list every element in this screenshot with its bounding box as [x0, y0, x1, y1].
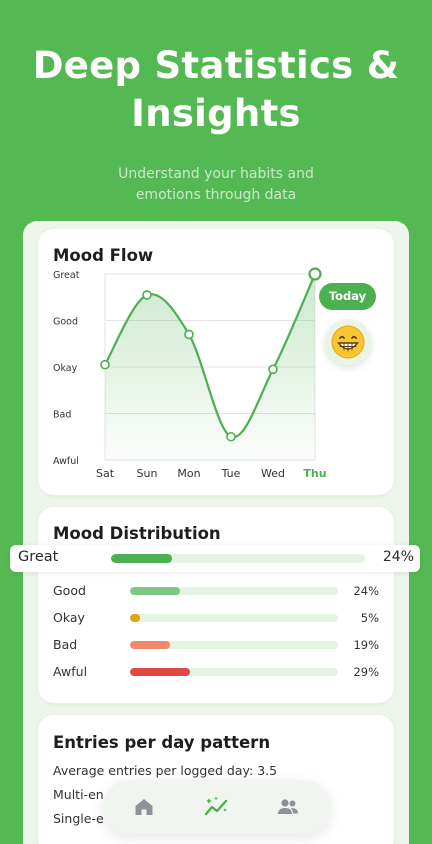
hero-title: Deep Statistics & Insights [0, 42, 432, 138]
y-axis-label: Good [53, 317, 78, 328]
distribution-bar [130, 668, 191, 676]
y-axis-label: Awful [53, 456, 79, 467]
distribution-row-bad: Bad 19% [38, 636, 394, 656]
grinning-face-icon [331, 325, 365, 359]
today-badge: Today [319, 283, 376, 310]
distribution-label: Bad [53, 637, 78, 652]
distribution-bar [130, 614, 141, 622]
distribution-row-awful: Awful 29% [38, 663, 394, 683]
distribution-label: Good [53, 583, 86, 598]
distribution-row-good: Good 24% [38, 582, 394, 602]
distribution-track [130, 668, 338, 676]
insights-icon [204, 796, 228, 816]
distribution-track [130, 614, 338, 622]
average-entries-text: Average entries per logged day: 3.5 [53, 763, 278, 778]
mood-area [105, 274, 315, 460]
bottom-navigation [103, 780, 330, 834]
x-axis-label: Mon [177, 467, 200, 480]
y-axis-label: Okay [53, 363, 78, 374]
x-axis-label: Wed [261, 467, 285, 480]
nav-community-button[interactable] [276, 795, 300, 819]
mood-distribution-card: Mood Distribution Good 24% Okay 5% Bad 1… [38, 507, 394, 703]
multi-entry-text: Multi-en [53, 787, 104, 802]
distribution-row-okay: Okay 5% [38, 609, 394, 629]
people-icon [278, 799, 298, 814]
x-axis-label: Sat [96, 467, 115, 480]
mood-point [268, 364, 278, 375]
hero-subtitle: Understand your habits and emotions thro… [0, 164, 432, 206]
home-icon [135, 799, 153, 815]
hero-subtitle-line2: emotions through data [135, 187, 297, 203]
distribution-label: Okay [53, 610, 85, 625]
distribution-percent: 24% [353, 584, 379, 598]
mood-point [100, 359, 110, 370]
x-axis-label: Tue [221, 467, 241, 480]
distribution-track [130, 587, 338, 595]
distribution-track [130, 641, 338, 649]
nav-insights-button[interactable] [204, 795, 228, 819]
hero-subtitle-line1: Understand your habits and [118, 166, 314, 182]
x-axis-label: Thu [303, 467, 326, 480]
distribution-bar [130, 641, 170, 649]
distribution-bar [111, 554, 172, 563]
mood-flow-card: Awful Bad Okay Good Great Sat Sun Mon Tue Wed Thu … [38, 229, 394, 495]
distribution-percent: 29% [353, 665, 379, 679]
mood-distribution-title: Mood Distribution [53, 524, 221, 543]
mood-point [184, 329, 194, 340]
entries-pattern-title: Entries per day pattern [53, 733, 271, 752]
distribution-label: Great [18, 549, 59, 565]
y-axis-label: Great [53, 270, 80, 281]
hero-title-line1: Deep Statistics & [32, 44, 400, 87]
mood-point [226, 431, 236, 442]
mood-flow-title: Mood Flow [53, 246, 154, 265]
distribution-label: Awful [53, 664, 88, 679]
distribution-bar [130, 587, 180, 595]
nav-home-button[interactable] [132, 795, 156, 819]
mood-point [308, 267, 322, 281]
x-axis-label: Sun [137, 467, 158, 480]
mood-point [142, 290, 152, 300]
distribution-row-great[interactable]: Great 24% [10, 545, 420, 572]
hero-title-line2: Insights [131, 92, 301, 135]
single-entry-text: Single-e [53, 811, 104, 826]
mood-flow-chart: Awful Bad Okay Good Great Sat Sun Mon Tue Wed Thu [53, 267, 327, 480]
distribution-percent: 19% [353, 638, 379, 652]
y-axis-label: Bad [53, 410, 71, 421]
distribution-percent: 5% [360, 611, 379, 625]
distribution-track [111, 554, 365, 563]
today-mood-emoji [325, 319, 371, 365]
distribution-percent: 24% [382, 549, 414, 565]
